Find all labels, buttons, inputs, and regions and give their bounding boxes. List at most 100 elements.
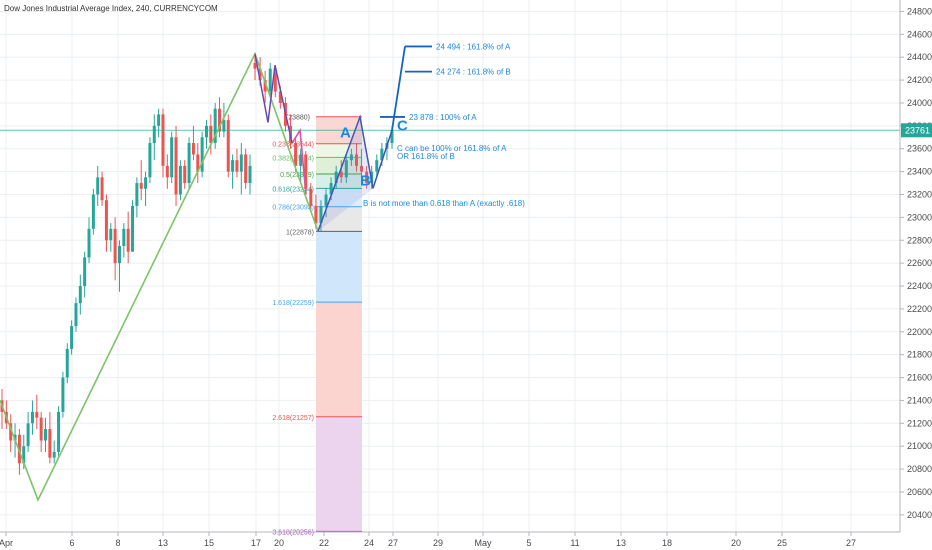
drawings[interactable]: [0, 45, 900, 502]
annotation-note-b: B is not more than 0.618 than A (exactly…: [363, 199, 525, 208]
fibonacci-retracement[interactable]: (23880) 0.236(23644) 0.382(23524) 0.5(23379…: [272, 115, 362, 537]
candle-body: [104, 200, 108, 241]
time-tick-label: 29: [433, 538, 443, 548]
fib-level-label: 3.618(20256): [272, 529, 314, 536]
time-tick-label: 13: [616, 538, 626, 548]
candle-body: [165, 165, 169, 178]
time-tick-label: 27: [846, 538, 856, 548]
fib-band: [316, 302, 362, 417]
price-tick-label: 24400: [907, 52, 932, 62]
time-tick-label: 13: [158, 538, 168, 548]
fib-band: [316, 143, 362, 158]
candle-body: [48, 429, 52, 458]
price-tick-label: 22600: [907, 258, 932, 268]
fib-level-label: 1(22878): [286, 229, 314, 236]
time-tick-label: 8: [115, 538, 120, 548]
fib-band: [316, 206, 362, 232]
time-tick-label: 18: [662, 538, 672, 548]
candle-body: [226, 120, 230, 172]
annotation-target-b1618: 24 274 : 161.8% of B: [436, 68, 511, 77]
fib-band: [316, 157, 362, 175]
price-tick-label: 21600: [907, 373, 932, 383]
candle-body: [304, 154, 308, 189]
time-tick-label: 11: [570, 538, 579, 548]
candle-body: [244, 154, 248, 184]
candle-body: [375, 160, 379, 172]
candle-body: [9, 423, 13, 441]
candle-body: [135, 183, 139, 206]
candle-body: [273, 68, 277, 92]
time-tick-label: May: [474, 538, 492, 548]
price-tick-label: 20800: [907, 464, 932, 474]
candle-body: [354, 154, 358, 166]
candle-body: [65, 348, 69, 378]
fib-level-label: 0.786(23093): [272, 205, 314, 212]
candle-body: [152, 125, 156, 144]
candle-body: [187, 143, 191, 184]
fib-band: [316, 231, 362, 303]
candle-body: [52, 451, 56, 458]
candle-body: [314, 205, 318, 224]
candle-body: [334, 171, 338, 184]
fib-band: [316, 174, 362, 189]
fib-level-label: 0.618(23254): [272, 186, 314, 193]
candle-body: [253, 62, 257, 69]
time-tick-label: 20: [274, 538, 284, 548]
price-tick-label: 23200: [907, 189, 932, 199]
candle-body: [365, 171, 369, 184]
price-tick-label: 23400: [907, 167, 932, 177]
fib-level-label: (23880): [286, 115, 310, 122]
price-tick-label: 22800: [907, 235, 932, 245]
price-tick-label: 22000: [907, 327, 932, 337]
annotation-note-c: C can be 100% or 161.8% of A: [397, 144, 507, 153]
candle-body: [126, 228, 130, 252]
price-tick-label: 21200: [907, 418, 932, 428]
candle-body: [204, 125, 208, 138]
time-tick-label: Apr: [0, 538, 13, 548]
fib-level-label: 2.618(21257): [272, 415, 314, 422]
candle-body: [299, 154, 303, 166]
candle-body: [30, 411, 34, 424]
candle-body: [170, 137, 174, 178]
time-tick-label: 5: [526, 538, 531, 548]
candle-body: [157, 114, 161, 126]
pattern-label-a: A: [340, 124, 351, 141]
candle-body: [213, 108, 217, 144]
candle-body: [191, 143, 195, 155]
candle-body: [144, 177, 148, 189]
candle-body: [122, 228, 126, 246]
candle-body: [113, 228, 117, 264]
candle-body: [324, 194, 328, 206]
candle-body: [26, 423, 30, 447]
candle-body: [87, 228, 91, 258]
time-tick-label: 22: [319, 538, 329, 548]
abc-fill: [318, 116, 373, 232]
fib-level-label: 0.5(23379): [280, 172, 314, 179]
candle-body: [148, 143, 152, 178]
time-tick-label: 15: [204, 538, 214, 548]
candle-body: [100, 177, 104, 201]
candle-body: [258, 68, 262, 81]
candle-body: [117, 245, 121, 264]
candle-body: [131, 205, 135, 252]
time-tick-label: 17: [251, 538, 261, 548]
candle-body: [183, 165, 187, 184]
price-tick-label: 24800: [907, 6, 932, 16]
time-tick-label: 6: [69, 538, 74, 548]
candle-body: [178, 165, 182, 195]
current-price-badge: [901, 123, 932, 138]
candle-body: [278, 91, 282, 103]
candle-body: [263, 80, 267, 92]
time-tick-label: 24: [364, 538, 374, 548]
fib-level-label: 0.236(23644): [272, 142, 314, 149]
candle-body: [74, 303, 78, 327]
candle-body: [96, 177, 100, 195]
candle-body: [319, 205, 323, 224]
trend-line: [0, 51, 319, 502]
price-tick-label: 23600: [907, 144, 932, 154]
price-tick-label: 21000: [907, 441, 932, 451]
candle-body: [83, 257, 87, 287]
